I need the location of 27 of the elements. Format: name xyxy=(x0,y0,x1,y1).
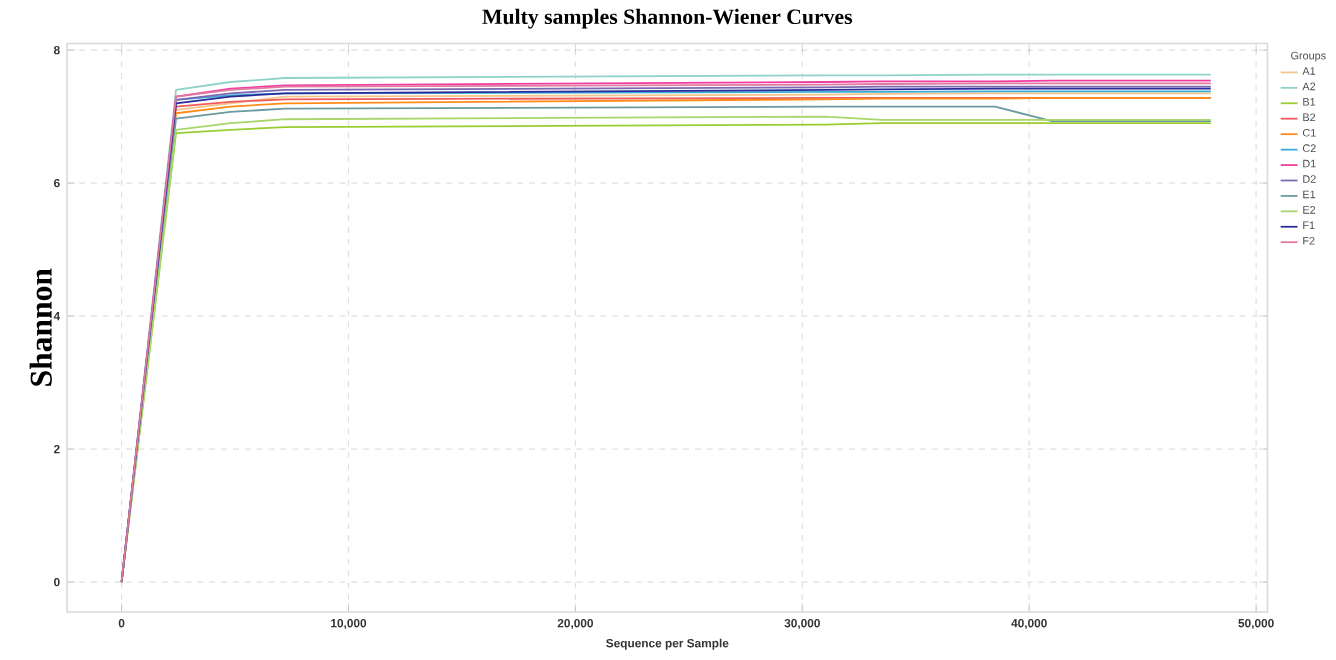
y-tick-label: 8 xyxy=(53,45,60,55)
y-tick-label: 2 xyxy=(53,444,60,454)
y-tick-label: 0 xyxy=(54,577,60,587)
legend-label: F2 xyxy=(1303,236,1315,245)
legend-label: B2 xyxy=(1303,113,1316,121)
x-tick-label: 10,000 xyxy=(331,618,367,629)
legend-title: Groups xyxy=(1291,51,1326,62)
x-tick-label: 50,000 xyxy=(1238,618,1274,629)
y-axis-title: Shannon xyxy=(29,268,52,386)
legend-label: A1 xyxy=(1302,67,1316,75)
legend-label: C1 xyxy=(1302,128,1316,137)
x-tick-label: 0 xyxy=(118,618,125,628)
legend-label: D1 xyxy=(1303,159,1316,168)
legend-label: E1 xyxy=(1303,190,1316,198)
y-tick-label: 4 xyxy=(53,311,61,320)
x-tick-label: 40,000 xyxy=(1011,618,1047,629)
x-tick-label: 20,000 xyxy=(557,618,594,629)
legend-label: A2 xyxy=(1302,82,1316,90)
chart-title: Multy samples Shannon-Wiener Curves xyxy=(482,8,853,29)
legend-label: F1 xyxy=(1303,221,1315,229)
legend-label: E2 xyxy=(1303,205,1316,214)
legend-label: B1 xyxy=(1303,97,1316,106)
x-tick-label: 30,000 xyxy=(784,618,820,629)
legend-label: C2 xyxy=(1302,144,1316,152)
legend-label: D2 xyxy=(1303,175,1316,183)
x-axis-title: Sequence per Sample xyxy=(606,638,729,650)
y-tick-label: 6 xyxy=(54,178,60,188)
